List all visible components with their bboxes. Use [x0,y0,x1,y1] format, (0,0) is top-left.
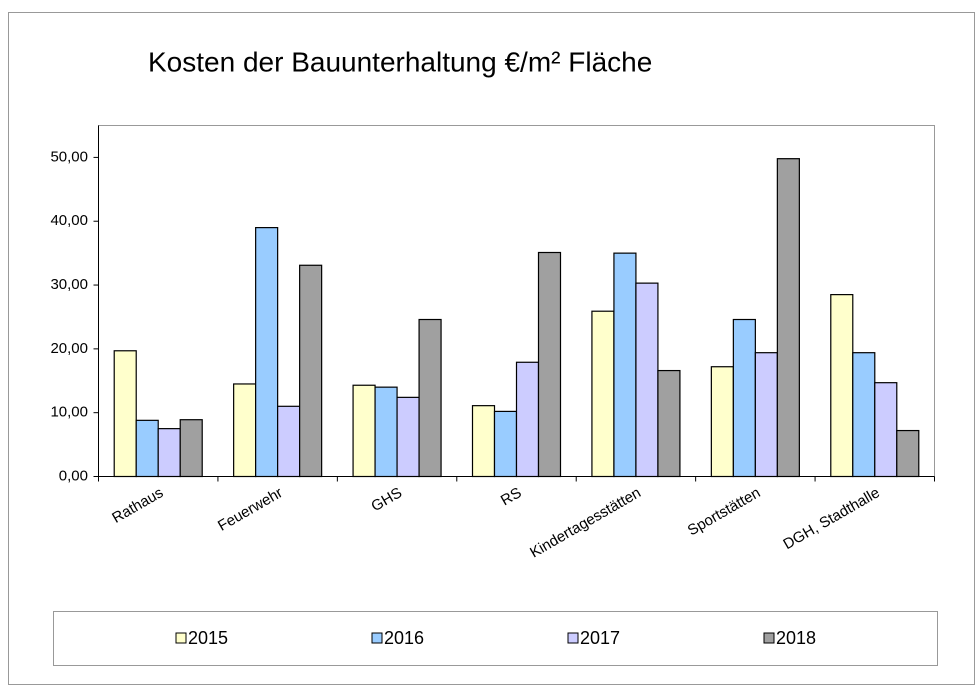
y-tick-label: 30,00 [50,276,88,293]
bar [471,405,496,478]
bar [830,294,854,478]
bar [299,264,323,478]
bar [852,352,876,478]
legend-label: 2016 [384,628,424,648]
legend-box [53,611,938,666]
bar [135,419,159,478]
legend-label: 2018 [776,628,816,648]
bar [874,382,898,478]
bar [255,227,279,478]
bar [418,318,442,478]
bar [374,386,398,478]
bar [635,282,659,478]
bar [515,361,540,478]
bar [613,252,637,478]
bar [396,396,420,478]
bar [591,310,615,478]
bar [352,384,376,478]
legend-swatch [567,632,579,644]
bar [493,410,518,478]
legend-swatch [763,632,775,644]
y-tick-label: 10,00 [50,404,88,421]
bar [776,158,800,478]
y-tick-label: 20,00 [50,340,88,357]
bar [710,366,734,478]
bar [277,405,301,478]
y-tick-label: 50,00 [50,148,88,165]
bar [157,428,181,478]
bar [754,352,778,478]
legend-label: 2017 [580,628,620,648]
bar [732,318,756,478]
bar [657,369,681,478]
bar [233,383,257,478]
bar [896,429,920,478]
bar [179,419,203,478]
y-tick-label: 0,00 [59,467,88,484]
legend-swatch [175,632,187,644]
bar [113,350,137,478]
bar [537,251,562,478]
chart-title: Kosten der Bauunterhaltung €/m² Fläche [148,46,652,77]
legend-swatch [371,632,383,644]
legend-label: 2015 [188,628,228,648]
y-tick-label: 40,00 [50,212,88,229]
